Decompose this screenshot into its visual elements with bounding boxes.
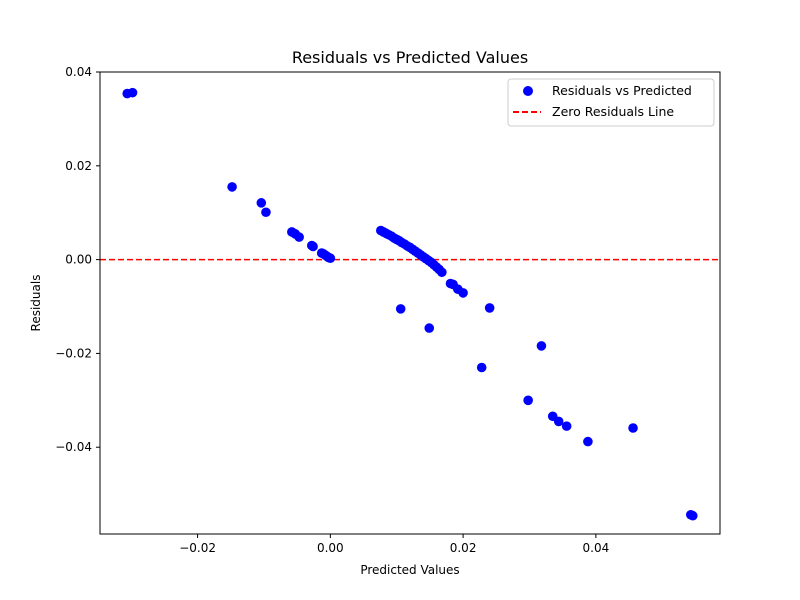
legend-label-residuals: Residuals vs Predicted: [552, 83, 692, 98]
data-point: [127, 87, 138, 98]
x-axis-label: Predicted Values: [360, 563, 459, 577]
y-tick-label: −0.04: [55, 440, 92, 454]
data-point: [325, 253, 336, 264]
data-point: [687, 510, 698, 521]
legend-label-zero-line: Zero Residuals Line: [552, 104, 674, 119]
y-tick-label: −0.02: [55, 346, 92, 360]
plot-frame: [99, 71, 721, 535]
chart-title: Residuals vs Predicted Values: [292, 48, 528, 67]
data-point: [523, 395, 533, 406]
data-point: [227, 182, 237, 192]
data-point: [308, 241, 318, 252]
legend: Residuals vs Predicted Zero Residuals Li…: [507, 78, 715, 127]
data-point: [553, 416, 564, 427]
data-point: [294, 232, 304, 242]
data-point: [261, 207, 271, 218]
data-point: [583, 436, 593, 447]
x-tick-label: 0.00: [317, 541, 344, 555]
data-point: [437, 267, 447, 278]
y-tick-label: 0.00: [65, 253, 92, 267]
data-point: [484, 303, 495, 313]
y-tick-label: 0.04: [65, 65, 92, 79]
y-axis-label: Residuals: [29, 275, 43, 332]
data-point: [424, 323, 435, 333]
x-tick-label: 0.02: [450, 541, 477, 555]
data-point: [561, 421, 572, 431]
data-point: [536, 341, 547, 351]
legend-box: [507, 78, 715, 127]
data-point: [256, 198, 267, 208]
x-tick-label: 0.04: [583, 541, 610, 555]
x-tick-label: −0.02: [179, 541, 216, 555]
data-point: [628, 423, 638, 433]
data-point: [395, 304, 406, 314]
data-point: [476, 362, 487, 373]
y-tick-label: 0.02: [65, 159, 92, 173]
data-point: [458, 288, 468, 298]
legend-marker-residuals: [523, 86, 533, 96]
